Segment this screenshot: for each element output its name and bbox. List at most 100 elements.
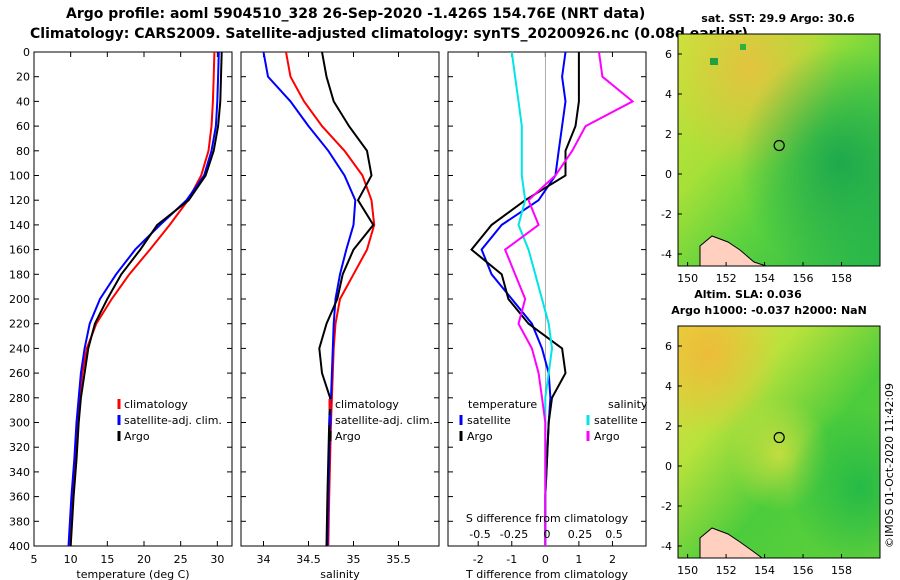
temperature-line-climatology: [68, 51, 216, 547]
temperature-legend-label: Argo: [124, 430, 150, 443]
sst-map-ytick-label: -2: [661, 208, 672, 221]
salinity-line-climatology: [285, 51, 376, 547]
sst-map-frame: [677, 33, 881, 267]
depth-tick-label: 400: [9, 540, 30, 553]
difference-xlabel: T difference from climatology: [465, 568, 628, 580]
sla-map-argo-marker: [773, 431, 785, 444]
difference-line-temperature-satellite: [480, 51, 567, 546]
sst-map-ytick-label: 6: [665, 48, 672, 61]
salinity-xtick-label: 34: [257, 553, 271, 566]
sst-map-pixel-patch: [710, 58, 718, 65]
sla-map-xtick-label: 154: [754, 564, 775, 577]
difference-xtick-label: 2: [609, 553, 616, 566]
difference-legend-label: Argo: [594, 430, 620, 443]
sla-map-ytick-label: -2: [661, 500, 672, 513]
difference-xtick-label: 1: [575, 553, 582, 566]
difference-top-tick-label: 0.5: [605, 528, 623, 541]
depth-tick-label: 300: [9, 417, 30, 430]
depth-tick-label: 180: [9, 268, 30, 281]
depth-tick-label: 40: [16, 95, 30, 108]
difference-top-axis-label: S difference from climatology: [466, 512, 629, 525]
temperature-xtick-label: 25: [174, 553, 188, 566]
sst-map-xtick-label: 154: [754, 272, 775, 285]
sla-map-ytick-label: 6: [665, 340, 672, 353]
depth-tick-label: 200: [9, 293, 30, 306]
depth-tick-label: 240: [9, 342, 30, 355]
sla-map-ytick-label: 2: [665, 420, 672, 433]
difference-line-temperature-argo: [470, 52, 580, 546]
sst-map-xtick-label: 156: [793, 272, 814, 285]
temperature-plot-frame: [33, 51, 233, 547]
sst-map-ytick-label: 0: [665, 168, 672, 181]
main-title-line-1: Argo profile: aoml 5904510_328 26-Sep-20…: [66, 6, 646, 22]
temperature-legend-label: climatology: [124, 398, 188, 411]
salinity-legend-label: climatology: [335, 398, 399, 411]
difference-line-salinity-argo: [503, 51, 635, 546]
depth-tick-label: 280: [9, 392, 30, 405]
difference-xtick-label: 0: [542, 553, 549, 566]
difference-top-tick-label: -0.5: [469, 528, 490, 541]
difference-xtick-label: -2: [473, 553, 484, 566]
difference-top-tick-label: 0: [544, 528, 551, 541]
difference-top-tick-label: -0.25: [500, 528, 528, 541]
salinity-xtick-label: 35.5: [386, 553, 411, 566]
temperature-line-satellite-adj-clim-: [67, 51, 220, 547]
salinity-legend-label: Argo: [335, 430, 361, 443]
depth-tick-label: 360: [9, 491, 30, 504]
depth-tick-label: 60: [16, 120, 30, 133]
depth-tick-label: 140: [9, 219, 30, 232]
sla-map-ytick-label: 4: [665, 380, 672, 393]
depth-tick-label: 380: [9, 515, 30, 528]
sla-map-xtick-label: 152: [716, 564, 737, 577]
salinity-xtick-label: 35: [347, 553, 361, 566]
sst-map-xtick-label: 158: [831, 272, 852, 285]
temperature-xtick-label: 20: [137, 553, 151, 566]
salinity-line-satellite-adj-clim-: [262, 51, 357, 547]
difference-legend-group-title: temperature: [468, 398, 537, 411]
temperature-xtick-label: 15: [100, 553, 114, 566]
difference-top-tick-label: 0.25: [568, 528, 593, 541]
temperature-xlabel: temperature (deg C): [76, 568, 189, 580]
depth-tick-label: 100: [9, 170, 30, 183]
sla-map-frame: [677, 325, 881, 559]
sla-map-xtick-label: 158: [831, 564, 852, 577]
temperature-xtick-label: 30: [210, 553, 224, 566]
salinity-xlabel: salinity: [320, 568, 360, 580]
salinity-legend-label: satellite-adj. clim.: [335, 414, 433, 427]
depth-tick-label: 260: [9, 367, 30, 380]
sst-map-ytick-label: 4: [665, 88, 672, 101]
sst-map-ytick-label: 2: [665, 128, 672, 141]
temperature-xtick-label: 5: [31, 553, 38, 566]
sla-map-ytick-label: 0: [665, 460, 672, 473]
depth-tick-label: 120: [9, 194, 30, 207]
sla-map-xtick-label: 150: [677, 564, 698, 577]
difference-xtick-label: -1: [506, 553, 517, 566]
depth-tick-label: 160: [9, 244, 30, 257]
sla-map-title: Altim. SLA: 0.036: [694, 288, 802, 301]
salinity-line-argo: [318, 51, 375, 547]
sst-map-title: sat. SST: 29.9 Argo: 30.6: [701, 12, 855, 25]
sla-map-title: Argo h1000: -0.037 h2000: NaN: [671, 304, 867, 317]
sst-map-ytick-label: -4: [661, 248, 672, 261]
depth-tick-label: 320: [9, 441, 30, 454]
depth-tick-label: 80: [16, 145, 30, 158]
sst-map-xtick-label: 152: [716, 272, 737, 285]
temperature-line-argo: [69, 51, 223, 547]
difference-legend-label: Argo: [467, 430, 493, 443]
sst-map-xtick-label: 150: [677, 272, 698, 285]
sst-map-argo-marker: [773, 139, 785, 152]
main-title-line-2: Climatology: CARS2009. Satellite-adjuste…: [30, 26, 748, 42]
difference-legend-label: satellite: [467, 414, 511, 427]
depth-tick-label: 0: [23, 46, 30, 59]
depth-tick-label: 340: [9, 466, 30, 479]
sla-map-xtick-label: 156: [793, 564, 814, 577]
sst-map-pixel-patch: [740, 44, 746, 50]
depth-tick-label: 20: [16, 71, 30, 84]
difference-legend-label: satellite: [594, 414, 638, 427]
watermark: ©IMOS 01-Oct-2020 11:42:09: [883, 383, 896, 548]
temperature-legend-label: satellite-adj. clim.: [124, 414, 222, 427]
salinity-xtick-label: 34.5: [296, 553, 321, 566]
temperature-xtick-label: 10: [64, 553, 78, 566]
sla-map-ytick-label: -4: [661, 540, 672, 553]
